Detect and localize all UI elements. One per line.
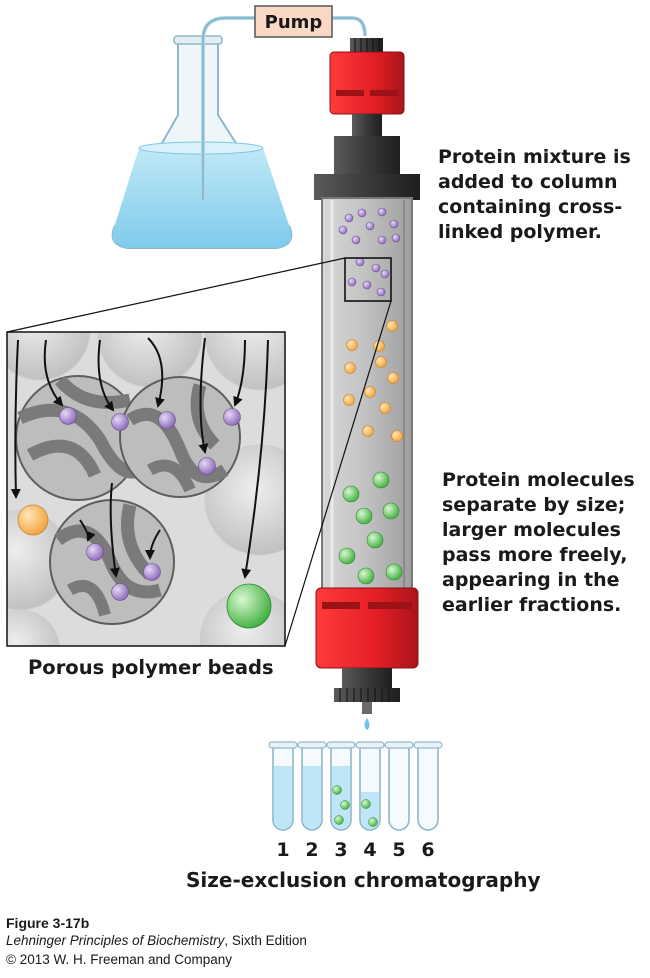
tube-number-5: 5 xyxy=(392,839,405,861)
polymer-bead-3 xyxy=(49,499,175,625)
caption-separation: Protein molecules separate by size; larg… xyxy=(442,469,635,616)
tube-number-6: 6 xyxy=(421,839,434,861)
orange-proteins xyxy=(343,320,403,442)
test-tube-5 xyxy=(384,741,414,831)
column-top-fittings xyxy=(314,38,420,200)
caption-protein-mixture: Protein mixture is added to column conta… xyxy=(438,146,631,243)
tube-number-3: 3 xyxy=(334,839,347,861)
tube-number-1: 1 xyxy=(276,839,289,861)
test-tube-1 xyxy=(268,741,298,831)
diagram-title: Size-exclusion chromatography xyxy=(186,868,541,892)
test-tube-6 xyxy=(413,741,443,831)
beads-inset xyxy=(6,331,286,647)
book-edition: , Sixth Edition xyxy=(224,933,307,948)
test-tube-4 xyxy=(355,741,385,831)
tube-number-4: 4 xyxy=(363,839,376,861)
green-proteins xyxy=(338,471,403,585)
pump: Pump xyxy=(254,5,333,38)
copyright: © 2013 W. H. Freeman and Company xyxy=(6,952,233,967)
figure-source: Lehninger Principles of Biochemistry, Si… xyxy=(6,933,307,948)
purple-proteins xyxy=(338,207,401,297)
polymer-bead-2 xyxy=(119,376,241,498)
zoom-window xyxy=(344,257,392,302)
pump-label: Pump xyxy=(265,12,323,33)
tube-number-2: 2 xyxy=(305,839,318,861)
column-bottom-fittings xyxy=(315,587,419,730)
beads-label: Porous polymer beads xyxy=(28,656,274,679)
test-tubes xyxy=(268,741,443,831)
test-tube-2 xyxy=(297,741,327,831)
figure-number: Figure 3-17b xyxy=(6,915,90,931)
book-title: Lehninger Principles of Biochemistry xyxy=(6,933,225,948)
test-tube-3 xyxy=(326,741,356,831)
